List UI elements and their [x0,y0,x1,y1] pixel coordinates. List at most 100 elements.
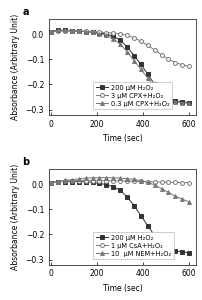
1 μM CsA+H₂O₂ [77,179,80,182]
1 μM CsA+H₂O₂ [166,181,169,184]
0.3 μM CPX+H₂O₂ [166,97,169,101]
10  μM NEM+H₂O₂ [166,190,169,194]
1 μM CsA+H₂O₂ [98,179,100,182]
10  μM NEM+H₂O₂ [173,194,176,198]
1 μM CsA+H₂O₂ [105,179,107,183]
3 μM CPX+H₂O₂ [118,32,121,36]
200 μM H₂O₂ [57,28,59,32]
10  μM NEM+H₂O₂ [63,178,66,182]
0.3 μM CPX+H₂O₂ [146,76,148,80]
1 μM CsA+H₂O₂ [146,180,148,183]
1 μM CsA+H₂O₂ [160,180,162,184]
Line: 0.3 μM CPX+H₂O₂: 0.3 μM CPX+H₂O₂ [49,28,190,105]
200 μM H₂O₂ [132,54,135,57]
200 μM H₂O₂ [153,234,155,238]
200 μM H₂O₂ [139,62,141,66]
200 μM H₂O₂ [118,189,121,192]
3 μM CPX+H₂O₂ [50,30,52,34]
10  μM NEM+H₂O₂ [84,176,86,180]
X-axis label: Time (sec): Time (sec) [102,284,142,293]
10  μM NEM+H₂O₂ [50,181,52,185]
1 μM CsA+H₂O₂ [173,181,176,184]
3 μM CPX+H₂O₂ [70,29,73,33]
200 μM H₂O₂ [118,39,121,42]
1 μM CsA+H₂O₂ [180,181,183,184]
1 μM CsA+H₂O₂ [153,180,155,184]
0.3 μM CPX+H₂O₂ [70,29,73,32]
X-axis label: Time (sec): Time (sec) [102,134,142,143]
200 μM H₂O₂ [125,195,128,199]
Text: a: a [22,7,29,17]
0.3 μM CPX+H₂O₂ [105,34,107,37]
3 μM CPX+H₂O₂ [112,31,114,35]
0.3 μM CPX+H₂O₂ [125,50,128,53]
10  μM NEM+H₂O₂ [125,177,128,180]
10  μM NEM+H₂O₂ [187,200,189,203]
200 μM H₂O₂ [91,30,93,34]
10  μM NEM+H₂O₂ [146,181,148,184]
Line: 3 μM CPX+H₂O₂: 3 μM CPX+H₂O₂ [49,29,190,68]
1 μM CsA+H₂O₂ [70,179,73,183]
0.3 μM CPX+H₂O₂ [153,85,155,89]
200 μM H₂O₂ [160,92,162,95]
200 μM H₂O₂ [139,214,141,217]
0.3 μM CPX+H₂O₂ [112,37,114,40]
Legend: 200 μM H₂O₂, 3 μM CPX+H₂O₂, 0.3 μM CPX+H₂O₂: 200 μM H₂O₂, 3 μM CPX+H₂O₂, 0.3 μM CPX+H… [93,82,171,110]
200 μM H₂O₂ [187,101,189,104]
200 μM H₂O₂ [105,183,107,186]
3 μM CPX+H₂O₂ [105,31,107,34]
200 μM H₂O₂ [166,97,169,100]
Line: 200 μM H₂O₂: 200 μM H₂O₂ [49,180,190,255]
0.3 μM CPX+H₂O₂ [57,28,59,32]
3 μM CPX+H₂O₂ [132,36,135,40]
200 μM H₂O₂ [146,73,148,76]
200 μM H₂O₂ [77,180,80,183]
10  μM NEM+H₂O₂ [139,179,141,182]
3 μM CPX+H₂O₂ [57,29,59,33]
10  μM NEM+H₂O₂ [70,178,73,181]
200 μM H₂O₂ [50,30,52,33]
10  μM NEM+H₂O₂ [112,176,114,180]
0.3 μM CPX+H₂O₂ [173,100,176,103]
10  μM NEM+H₂O₂ [105,176,107,179]
Y-axis label: Absorbance (Arbitrary Unit): Absorbance (Arbitrary Unit) [11,164,20,270]
Legend: 200 μM H₂O₂, 1 μM CsA+H₂O₂, 10  μM NEM+H₂O₂: 200 μM H₂O₂, 1 μM CsA+H₂O₂, 10 μM NEM+H₂… [93,232,173,260]
1 μM CsA+H₂O₂ [125,179,128,183]
10  μM NEM+H₂O₂ [153,183,155,187]
3 μM CPX+H₂O₂ [91,30,93,33]
3 μM CPX+H₂O₂ [187,64,189,68]
200 μM H₂O₂ [57,180,59,183]
200 μM H₂O₂ [166,247,169,250]
3 μM CPX+H₂O₂ [139,39,141,43]
200 μM H₂O₂ [132,204,135,207]
200 μM H₂O₂ [153,83,155,86]
1 μM CsA+H₂O₂ [91,179,93,182]
200 μM H₂O₂ [180,250,183,254]
200 μM H₂O₂ [173,249,176,253]
Line: 10  μM NEM+H₂O₂: 10 μM NEM+H₂O₂ [49,176,190,204]
10  μM NEM+H₂O₂ [160,187,162,190]
3 μM CPX+H₂O₂ [98,30,100,34]
1 μM CsA+H₂O₂ [84,179,86,182]
0.3 μM CPX+H₂O₂ [50,30,52,33]
3 μM CPX+H₂O₂ [153,48,155,52]
3 μM CPX+H₂O₂ [146,44,148,47]
200 μM H₂O₂ [63,180,66,183]
0.3 μM CPX+H₂O₂ [180,101,183,104]
200 μM H₂O₂ [70,180,73,183]
200 μM H₂O₂ [84,180,86,184]
1 μM CsA+H₂O₂ [132,180,135,183]
10  μM NEM+H₂O₂ [98,176,100,179]
1 μM CsA+H₂O₂ [63,179,66,183]
0.3 μM CPX+H₂O₂ [84,30,86,33]
0.3 μM CPX+H₂O₂ [63,28,66,32]
1 μM CsA+H₂O₂ [112,179,114,183]
200 μM H₂O₂ [50,181,52,185]
200 μM H₂O₂ [187,251,189,255]
Line: 200 μM H₂O₂: 200 μM H₂O₂ [49,28,190,104]
200 μM H₂O₂ [77,29,80,33]
1 μM CsA+H₂O₂ [118,179,121,183]
3 μM CPX+H₂O₂ [166,58,169,61]
Line: 1 μM CsA+H₂O₂: 1 μM CsA+H₂O₂ [49,179,190,185]
1 μM CsA+H₂O₂ [187,181,189,184]
